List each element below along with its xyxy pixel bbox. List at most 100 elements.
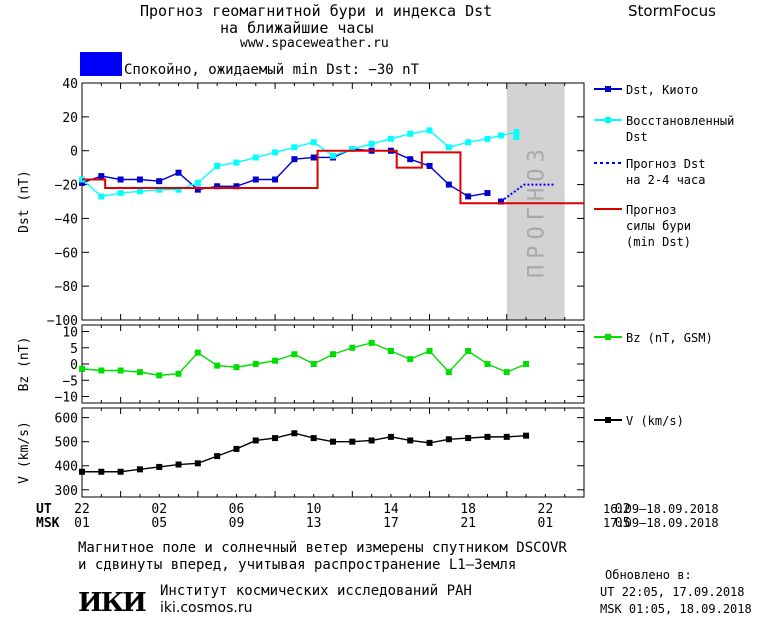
bz-series-point (387, 348, 394, 354)
dst-series-point (252, 154, 259, 161)
bz-series-point (484, 361, 491, 367)
dst-series-point (349, 146, 356, 153)
v-ylabel: V (km/s) (17, 421, 32, 484)
v-series-point (79, 468, 85, 475)
bz-series-point (252, 361, 259, 367)
dst-series-point (136, 188, 143, 195)
brand-name: StormFocus (628, 2, 716, 20)
legend-label: Восстановленный (626, 114, 734, 128)
iki-logo: ИКИ (78, 588, 147, 618)
dst-ytick-label: −100 (47, 314, 78, 329)
dst-series-point (117, 190, 124, 197)
bz-series-point (98, 367, 105, 374)
dst-series-point (291, 156, 298, 163)
dst-series-point (465, 193, 472, 200)
v-ytick-label: 300 (55, 484, 78, 499)
dst-series-point (117, 176, 124, 183)
v-series-point (465, 435, 472, 442)
legend-label: Прогноз Dst (626, 157, 705, 171)
v-series-point (445, 436, 452, 443)
forecast-band (506, 83, 565, 320)
dst-series-point (156, 186, 163, 193)
bz-series-point (465, 348, 472, 354)
msk-tick-label: 09 (229, 516, 245, 531)
chart-title-line2: на ближайшие часы (220, 19, 374, 37)
legend-label: (min Dst) (626, 235, 691, 249)
forecast-band-label: ПРОГНОЗ (525, 143, 550, 278)
bz-series-point (194, 349, 201, 356)
dst-ytick-label: −40 (55, 212, 78, 227)
legend-label: Dst (626, 130, 648, 144)
legend-label: V (km/s) (626, 414, 684, 428)
institute-url[interactable]: iki.cosmos.ru (160, 600, 253, 616)
ut-axis-label: UT (36, 502, 52, 517)
chart-title-line1: Прогноз геомагнитной бури и индекса Dst (140, 2, 493, 20)
dst-series-point (233, 183, 240, 190)
legend-label: Dst, Киото (626, 83, 698, 97)
legend-label: на 2-4 часа (626, 173, 705, 187)
dst-series-point (252, 176, 259, 183)
msk-date-range: 17.09–18.09.2018 (603, 516, 719, 530)
bz-series-line (81, 342, 527, 377)
msk-tick-label: 17 (383, 516, 399, 531)
dst-series-point (194, 186, 201, 193)
source-url[interactable]: www.spaceweather.ru (240, 36, 389, 51)
ut-tick-label: 22 (538, 502, 554, 517)
dst-ytick-label: 0 (70, 145, 78, 160)
v-series-point (136, 466, 143, 473)
msk-tick-label: 05 (615, 516, 631, 531)
bz-series-point (175, 370, 182, 377)
msk-tick-label: 13 (306, 516, 322, 531)
bz-series-point (117, 367, 124, 374)
bz-ylabel: Bz (nT) (17, 337, 32, 392)
dst-series-point (426, 127, 433, 134)
dst-series-point (513, 134, 520, 141)
legend-label: Прогноз (626, 203, 677, 217)
bz-series-point (426, 348, 433, 354)
bz-series-point (445, 369, 452, 376)
institute-name: Институт космических исследований РАН (160, 583, 472, 599)
bz-series-point (407, 356, 414, 363)
msk-tick-label: 05 (151, 516, 167, 531)
dst-series-point (175, 186, 182, 193)
v-series-point (368, 437, 375, 444)
dst-series-point (407, 130, 414, 137)
bz-series-point (136, 369, 143, 376)
bz-series-point (503, 369, 510, 376)
v-series-point (523, 432, 530, 439)
dst-series-point (214, 183, 221, 190)
footer-note-line2: и сдвинуты вперед, учитывая распростране… (78, 557, 517, 573)
v-series-point (98, 468, 105, 475)
dst-series-point (310, 154, 317, 161)
dst-ytick-label: 20 (62, 111, 78, 126)
msk-tick-label: 01 (74, 516, 90, 531)
bz-series-point (79, 365, 85, 372)
footer-note-line1: Магнитное поле и солнечный ветер измерен… (78, 540, 567, 556)
ut-tick-label: 02 (615, 502, 631, 517)
bz-panel-frame (81, 324, 585, 404)
bz-series-point (368, 339, 375, 346)
dst-series-point (330, 152, 336, 159)
dst-series-point (426, 162, 433, 169)
status-color-swatch (80, 52, 122, 76)
bz-series-point (291, 351, 298, 358)
ut-tick-label: 14 (383, 502, 399, 517)
updated-time-ut: UT 22:05, 17.09.2018 (600, 585, 745, 599)
bz-series-point (330, 351, 336, 358)
dst-series-point (445, 144, 452, 151)
v-series-point (407, 437, 414, 444)
v-series-point (117, 468, 124, 475)
dst-series-point (387, 135, 394, 142)
bz-ytick-label: −5 (62, 374, 78, 389)
v-ytick-label: 600 (55, 412, 78, 427)
v-series-point (330, 438, 336, 445)
bz-ytick-label: 0 (70, 358, 78, 373)
updated-label: Обновлено в: (605, 568, 692, 582)
bz-ytick-label: −10 (55, 391, 78, 406)
bz-series-point (523, 361, 530, 367)
bz-series-point (233, 364, 240, 371)
legend-label: силы бури (626, 219, 691, 233)
dst-series-line-2 (81, 129, 517, 198)
legend-marker (605, 117, 611, 123)
